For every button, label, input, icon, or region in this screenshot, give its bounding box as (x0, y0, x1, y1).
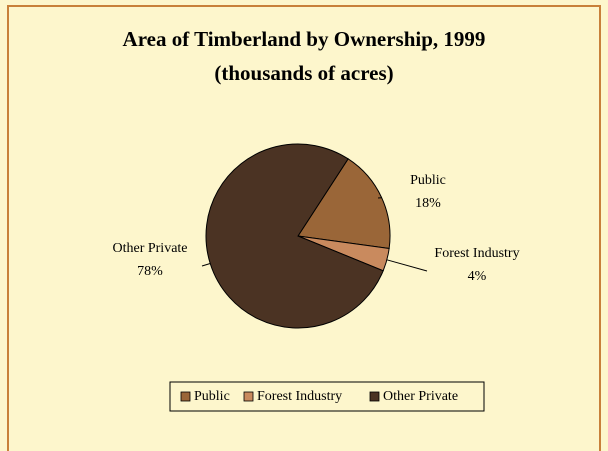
legend-label: Forest Industry (257, 389, 342, 404)
category-label: Other Private (112, 241, 187, 256)
leader-line (201, 263, 211, 267)
value-label: 18% (415, 196, 441, 211)
legend-box (169, 381, 485, 412)
leader-line (386, 259, 428, 272)
value-label: 78% (137, 264, 163, 279)
chart-border (7, 5, 601, 451)
category-label: Forest Industry (434, 246, 519, 261)
pie-slice (205, 143, 384, 329)
chart-subtitle: (thousands of acres) (214, 61, 393, 85)
pie-slice (297, 158, 391, 250)
legend-swatch (369, 391, 380, 402)
value-label: 4% (468, 269, 487, 284)
legend-label: Other Private (383, 389, 458, 404)
legend-label: Public (194, 389, 230, 404)
legend-swatch (243, 391, 254, 402)
category-label: Public (410, 173, 446, 188)
chart-title: Area of Timberland by Ownership, 1999 (123, 27, 486, 51)
legend-swatch (180, 391, 191, 402)
